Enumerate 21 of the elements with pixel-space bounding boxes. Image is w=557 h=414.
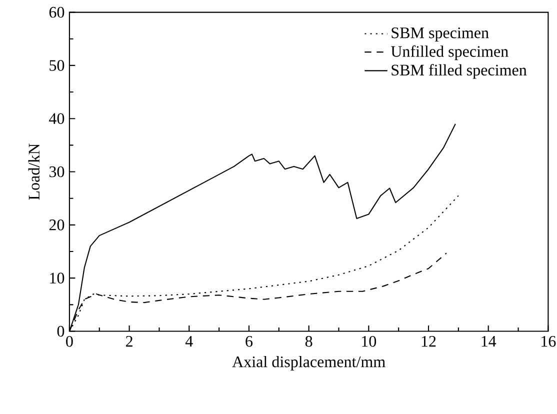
y-tick-label: 30	[49, 166, 64, 178]
legend-label: SBM specimen	[392, 27, 489, 42]
y-tick-label: 0	[57, 326, 64, 337]
x-tick-label: 12	[422, 336, 436, 347]
y-tick-label: 40	[49, 113, 64, 124]
x-tick-label: 6	[246, 336, 253, 347]
x-tick-label: 4	[185, 336, 193, 346]
x-tick-label: 10	[362, 336, 376, 347]
x-tick-label: 14	[482, 336, 496, 347]
y-tick-label: 50	[50, 60, 64, 71]
x-tick-label: 2	[126, 336, 132, 347]
y-tick-label: 60	[49, 6, 64, 18]
y-axis-title: Load/kN	[28, 144, 40, 200]
x-tick-label: 8	[305, 336, 312, 347]
x-tick-label: 0	[66, 336, 73, 347]
legend-label: SBM filled specimen	[392, 64, 527, 79]
x-axis-title: Axial displacement/mm	[232, 356, 386, 370]
y-tick-label: 20	[49, 219, 64, 230]
x-tick-label: 16	[542, 336, 556, 347]
y-tick-label: 10	[50, 272, 64, 284]
legend-label: Unfilled specimen	[390, 45, 508, 60]
